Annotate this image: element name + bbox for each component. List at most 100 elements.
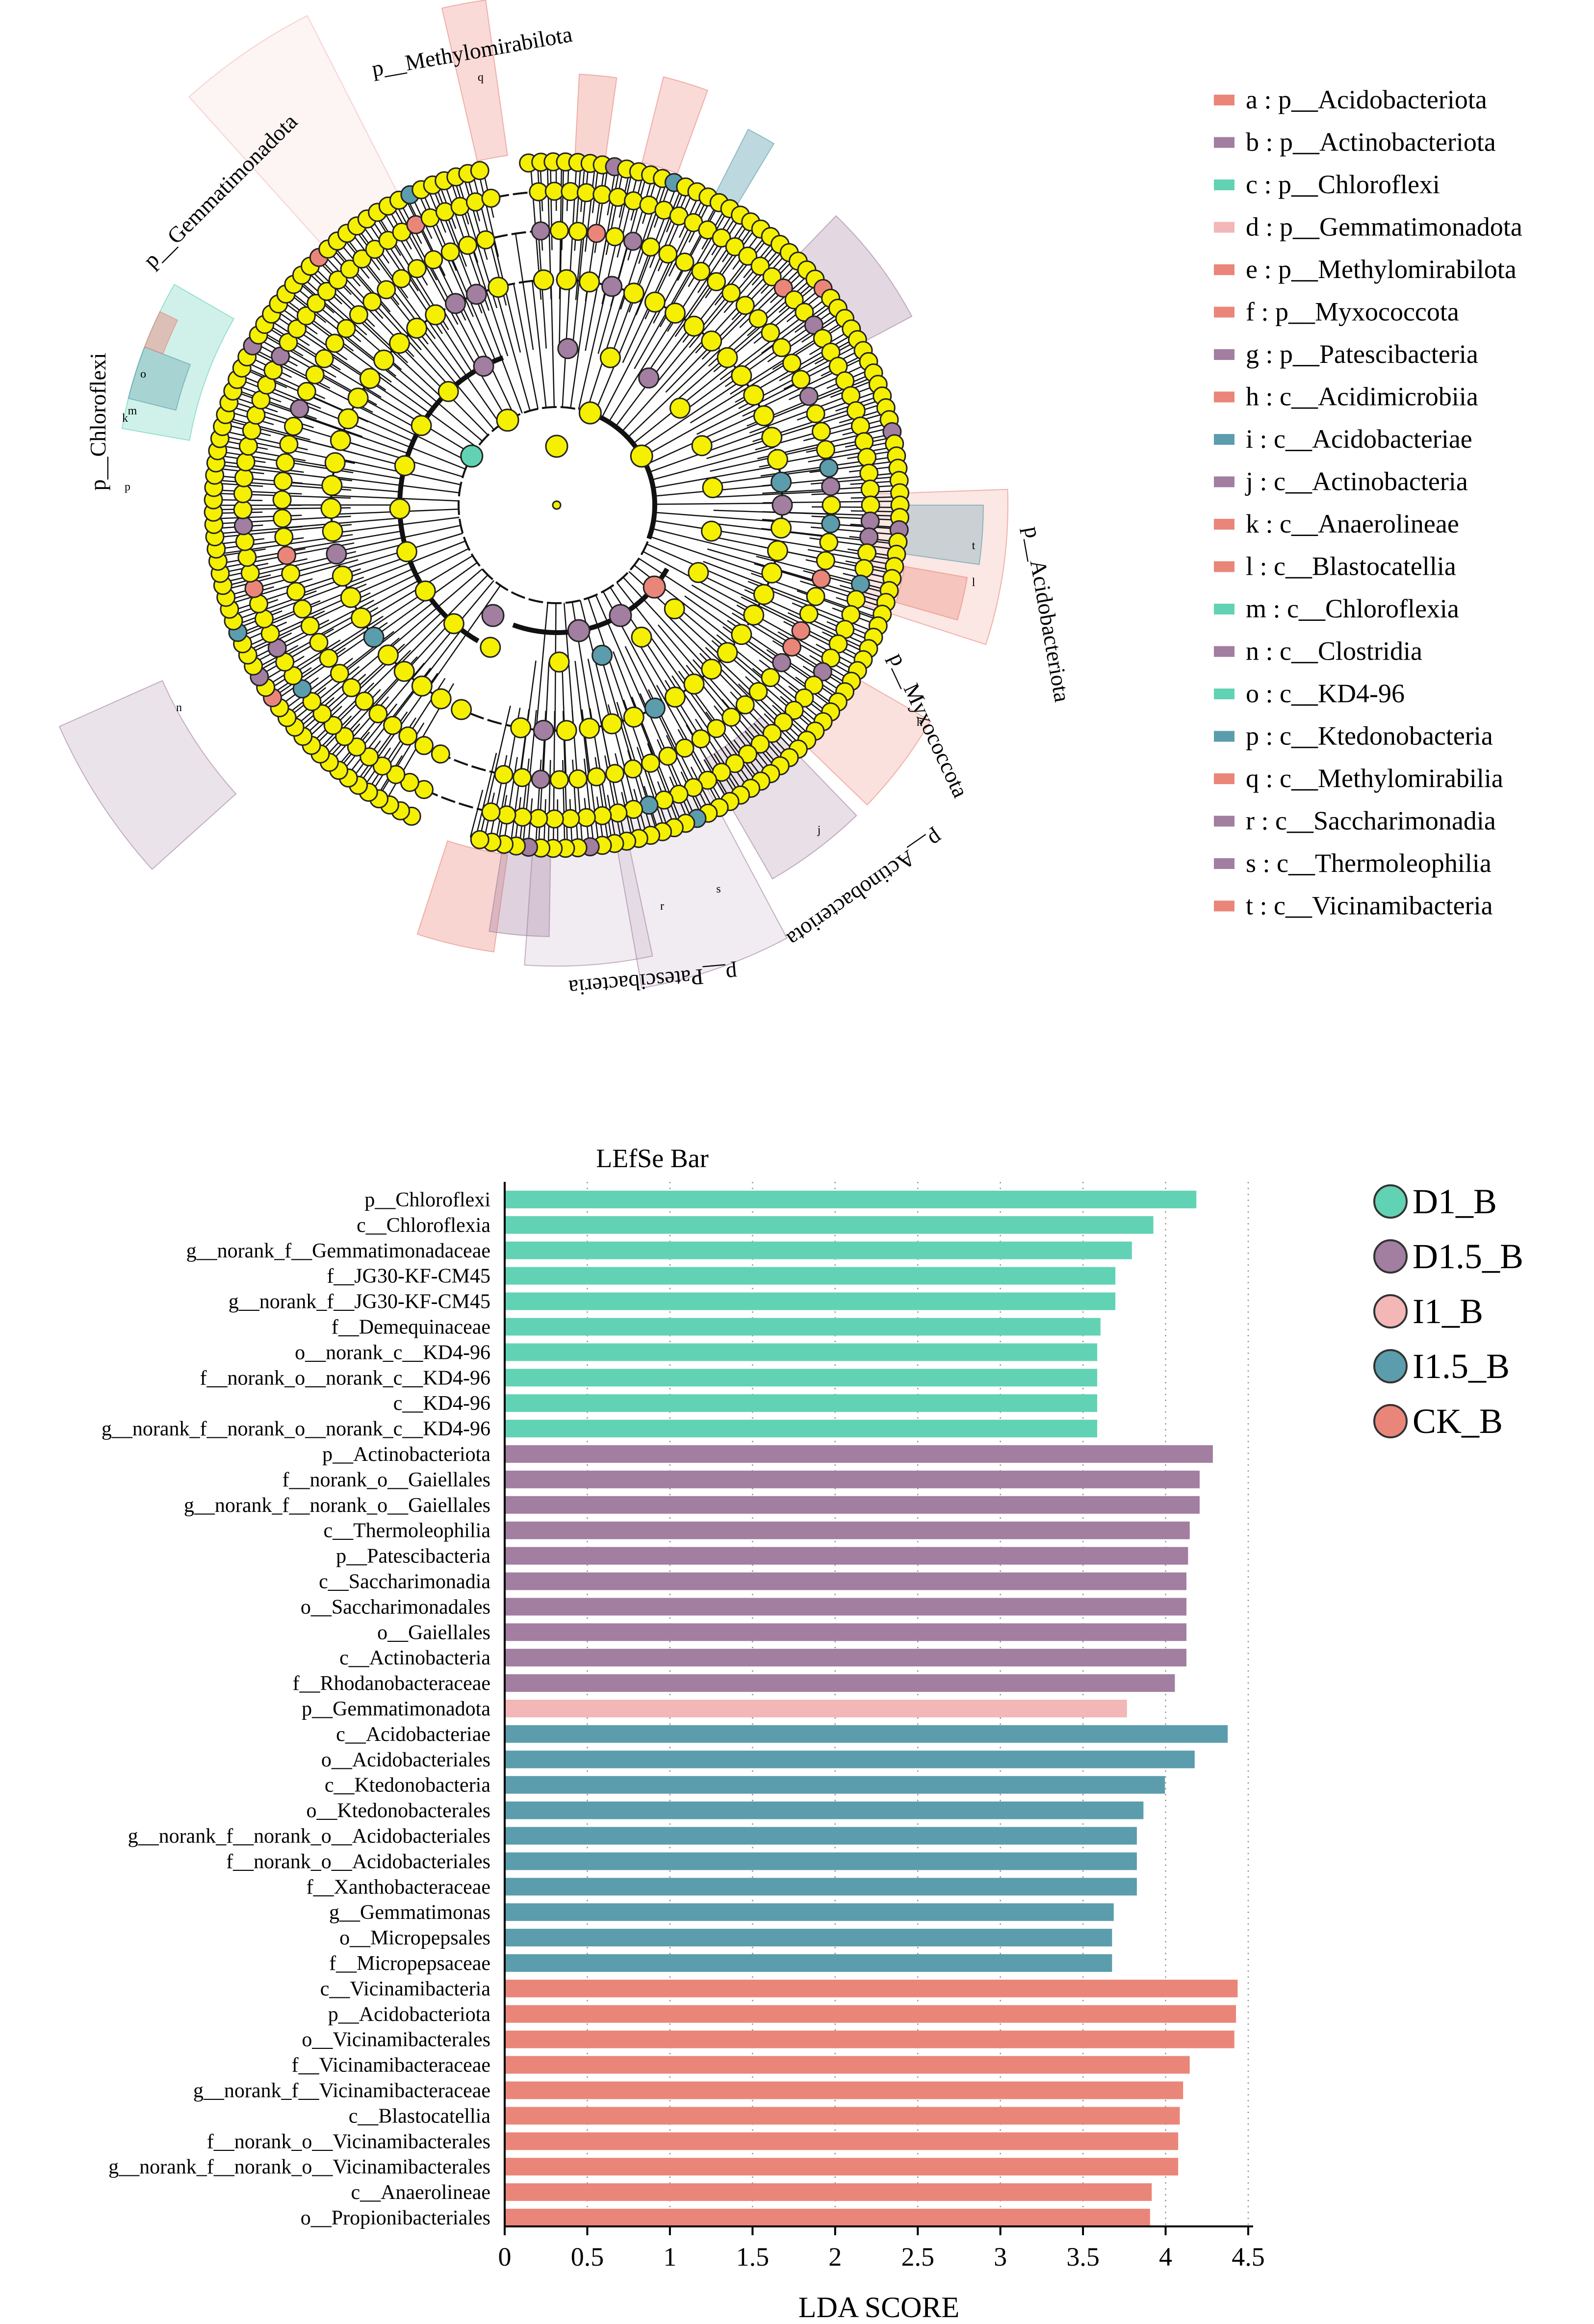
- bar-label-c__Actinobacteria: c__Actinobacteria: [339, 1647, 490, 1669]
- clade-node: [561, 182, 580, 202]
- clade-node: [317, 281, 336, 301]
- legend-swatch-d: [1214, 222, 1234, 233]
- group-legend: D1_B D1.5_B I1_B I1.5_B CK_B: [1373, 1182, 1523, 1441]
- clade-node: [326, 543, 347, 565]
- bar-label-f__Micropepsaceae: f__Micropepsaceae: [329, 1952, 490, 1975]
- clade-node: [761, 668, 780, 688]
- clade-node: [237, 548, 257, 567]
- clade-node: [767, 540, 788, 562]
- legend-item-g: g : p__Patescibacteria: [1246, 339, 1478, 369]
- clade-node: [398, 726, 418, 746]
- clade-node: [386, 765, 406, 784]
- bar-label-g__norank_f__Vicinamibacteraceae: g__norank_f__Vicinamibacteraceae: [193, 2079, 490, 2102]
- clade-node: [312, 704, 332, 723]
- clade-node: [804, 315, 823, 335]
- clade-node: [377, 644, 399, 666]
- legend-item-l: l : c__Blastocatellia: [1246, 552, 1456, 581]
- clade-node: [363, 626, 385, 648]
- group-legend-marker-D1_5_B: [1373, 1239, 1408, 1274]
- bar-c__Blastocatellia: [506, 2107, 1180, 2125]
- clade-node: [302, 692, 322, 712]
- clade-node: [576, 808, 596, 827]
- clade-node: [812, 569, 831, 588]
- legend-item-j: j : c__Actinobacteria: [1245, 467, 1468, 496]
- clade-node: [297, 382, 316, 401]
- legend-swatch-l: [1214, 561, 1234, 572]
- bar-p__Acidobacteriota: [506, 2005, 1236, 2023]
- clade-node: [753, 405, 774, 427]
- bar-label-g__norank_f__norank_o__norank_c__KD4-96: g__norank_f__norank_o__norank_c__KD4-96: [102, 1418, 490, 1440]
- bar-label-p__Chloroflexi: p__Chloroflexi: [364, 1189, 490, 1211]
- legend-swatch-t: [1214, 900, 1234, 912]
- bar-c__Saccharimonadia: [506, 1572, 1186, 1590]
- group-legend-label-CK_B: CK_B: [1413, 1402, 1503, 1441]
- bar-c__Anaerolineae: [506, 2183, 1152, 2201]
- bar-c__Vicinamibacteria: [506, 1979, 1238, 1997]
- clade-node: [272, 490, 292, 510]
- clade-node: [717, 347, 738, 368]
- legend-swatch-n: [1214, 646, 1234, 657]
- sector-myxo-top: [641, 76, 709, 174]
- clade-node: [683, 315, 705, 337]
- clade-node: [701, 659, 722, 680]
- clade-node: [406, 317, 428, 339]
- clade-node: [623, 706, 644, 728]
- clade-node: [513, 768, 532, 788]
- clade-node: [368, 704, 388, 723]
- clade-node-major: [578, 401, 602, 425]
- clade-node: [342, 678, 361, 697]
- bar-f__JG30-KF-CM45: [506, 1267, 1116, 1285]
- clade-node: [238, 436, 258, 456]
- clade-node: [738, 744, 758, 764]
- clade-node: [531, 221, 550, 241]
- clade-node: [325, 333, 345, 353]
- clade-node: [748, 682, 768, 701]
- clade-node: [324, 452, 346, 473]
- bar-label-c__Chloroflexia: c__Chloroflexia: [357, 1214, 490, 1237]
- legend-item-q: q : c__Methylomirabilia: [1246, 764, 1503, 793]
- clade-node: [235, 532, 255, 551]
- clade-node: [320, 498, 342, 519]
- sector-anaerolineae: [144, 311, 179, 355]
- clade-node: [437, 381, 459, 402]
- clade-node: [748, 309, 768, 329]
- clade-node: [391, 269, 411, 288]
- clade-node: [347, 387, 369, 409]
- x-tick-label: 3.5: [1066, 2242, 1100, 2272]
- clade-node: [533, 269, 554, 291]
- clade-node-major: [552, 500, 562, 510]
- clade-node: [605, 764, 625, 783]
- clade-node: [816, 551, 835, 570]
- clade-letter-j: j: [817, 824, 821, 837]
- clade-node: [592, 185, 612, 204]
- clade-node: [772, 338, 792, 358]
- clade-node: [608, 187, 628, 207]
- clade-node: [445, 293, 466, 314]
- clade-node: [340, 259, 360, 279]
- ring-arc-0: [458, 406, 656, 604]
- legend-item-i: i : c__Acidobacteriae: [1246, 424, 1472, 454]
- bar-f__norank_o__Acidobacteriales: [506, 1852, 1137, 1870]
- clade-node: [465, 283, 487, 305]
- clade-node: [784, 290, 804, 309]
- clade-node-major: [630, 444, 653, 468]
- lefse-bar-chart: LEfSe Bar p__Chloroflexi c__Chloroflexiag…: [102, 1144, 1265, 2324]
- bar-label-f__norank_o__Gaiellales: f__norank_o__Gaiellales: [282, 1469, 490, 1491]
- x-ticks: 0 0.5 1 1.5 2 2.5 3 3.5 4 4.5: [498, 2226, 1265, 2272]
- clade-node: [812, 422, 831, 441]
- clade-node: [470, 830, 489, 849]
- clade-node: [510, 717, 532, 739]
- clade-node-major: [496, 409, 519, 432]
- clade-node-major: [460, 444, 484, 468]
- bar-label-f__JG30-KF-CM45: f__JG30-KF-CM45: [327, 1265, 490, 1288]
- legend-swatch-o: [1214, 689, 1234, 699]
- clade-node: [771, 517, 792, 539]
- legend-swatch-a: [1214, 95, 1234, 105]
- clade-node: [274, 527, 294, 547]
- clade-node: [292, 679, 312, 699]
- clade-node: [407, 259, 427, 279]
- clade-node: [233, 484, 253, 504]
- clade-node: [608, 803, 628, 823]
- clade-node: [513, 807, 532, 827]
